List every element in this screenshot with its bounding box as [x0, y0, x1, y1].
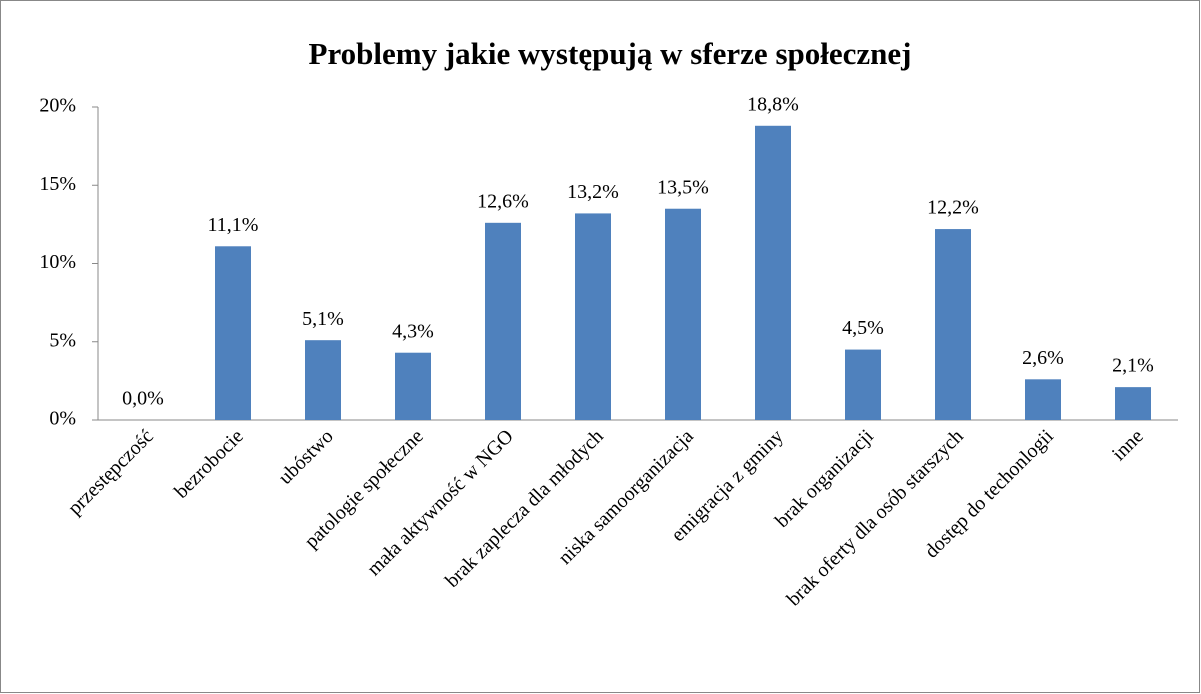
y-tick-label: 15% — [39, 173, 76, 195]
y-tick-label: 10% — [39, 251, 76, 273]
value-label: 11,1% — [208, 214, 259, 236]
value-label: 4,5% — [842, 317, 884, 339]
value-label: 5,1% — [302, 308, 344, 330]
y-tick-label: 5% — [49, 329, 76, 351]
bar — [755, 125, 791, 420]
value-label: 13,2% — [567, 181, 619, 203]
value-label: 4,3% — [392, 320, 434, 342]
value-label: 2,1% — [1112, 355, 1154, 377]
y-tick-label: 20% — [39, 95, 76, 117]
bar — [1115, 387, 1151, 420]
bar — [935, 229, 971, 420]
bar — [845, 349, 881, 420]
bar — [215, 246, 251, 420]
bar — [1025, 379, 1061, 420]
bar — [575, 213, 611, 420]
value-label: 2,6% — [1022, 347, 1064, 369]
value-label: 0,0% — [122, 388, 164, 410]
value-label: 13,5% — [657, 176, 709, 198]
bar — [665, 208, 701, 420]
y-tick-label: 0% — [49, 408, 76, 430]
bar — [305, 340, 341, 420]
value-label: 12,2% — [927, 197, 979, 219]
value-label: 12,6% — [477, 190, 529, 212]
bar — [395, 352, 431, 420]
chart-title: Problemy jakie występują w sferze społec… — [309, 36, 912, 71]
value-label: 18,8% — [747, 93, 799, 115]
bar — [485, 222, 521, 420]
